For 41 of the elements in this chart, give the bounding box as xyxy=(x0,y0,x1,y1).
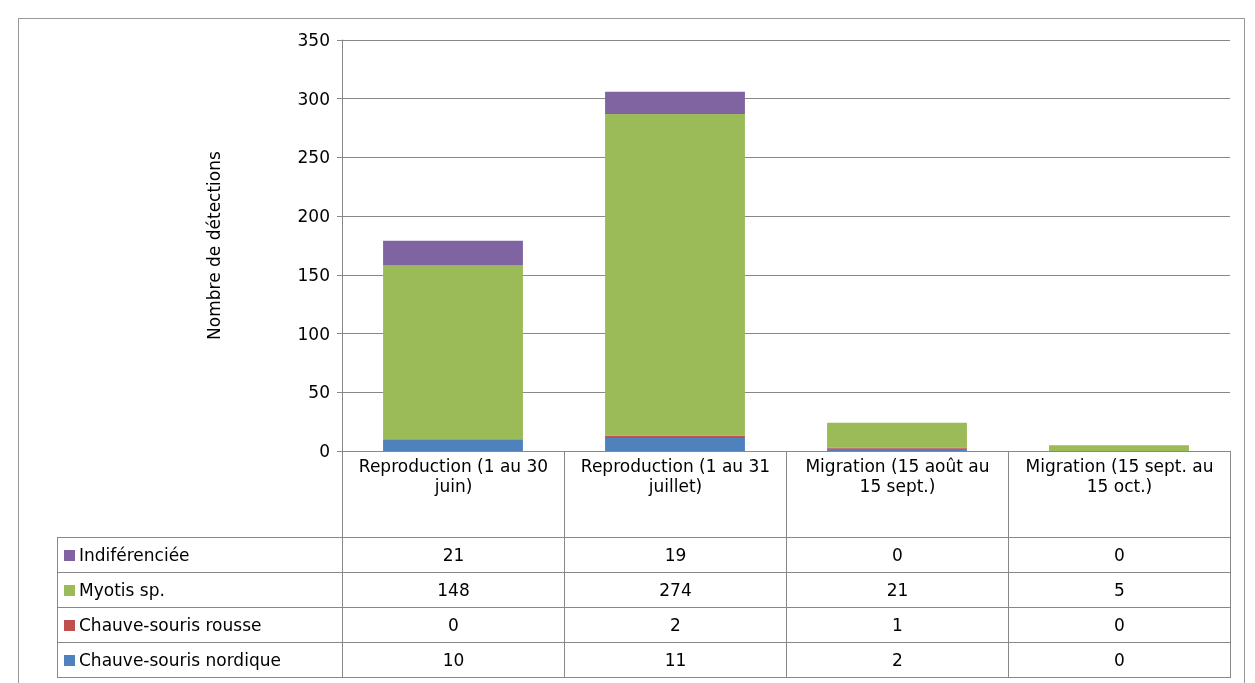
legend-label: Myotis sp. xyxy=(57,572,343,608)
data-label: 2 xyxy=(786,642,1009,678)
data-label: 0 xyxy=(1008,642,1231,678)
data-label: 1 xyxy=(786,607,1009,643)
x-tick-label: Reproduction (1 au 30 juin) xyxy=(342,451,565,538)
y-tick-label: 350 xyxy=(297,30,330,50)
bar xyxy=(383,265,523,440)
legend-label: Indiférenciée xyxy=(57,537,343,573)
data-label: 0 xyxy=(786,537,1009,573)
y-tick-label: 50 xyxy=(308,382,330,403)
y-tick-label: 300 xyxy=(297,88,330,109)
data-label: 5 xyxy=(1008,572,1231,608)
y-tick-label: 200 xyxy=(297,206,330,227)
data-label: 2 xyxy=(564,607,787,643)
data-label: 0 xyxy=(1008,607,1231,643)
data-label: 0 xyxy=(1008,537,1231,573)
x-tick-label: Reproduction (1 au 31 juillet) xyxy=(564,451,787,538)
y-tick-label: 250 xyxy=(297,147,330,168)
x-tick-label: Migration (15 août au 15 sept.) xyxy=(786,451,1009,538)
bar xyxy=(605,91,745,114)
y-tick-label: 0 xyxy=(319,441,330,461)
data-label: 274 xyxy=(564,572,787,608)
data-label: 21 xyxy=(786,572,1009,608)
data-label: 21 xyxy=(342,537,565,573)
bar xyxy=(1049,445,1189,451)
y-tick-label: 150 xyxy=(297,264,330,285)
data-label: 0 xyxy=(342,607,565,643)
bar xyxy=(383,240,523,266)
y-axis-title: Nombre de détections xyxy=(203,150,224,340)
data-label: 19 xyxy=(564,537,787,573)
data-label: 11 xyxy=(564,642,787,678)
bar xyxy=(605,438,745,451)
data-label: 10 xyxy=(342,642,565,678)
data-label: 148 xyxy=(342,572,565,608)
y-tick-label: 100 xyxy=(297,323,330,344)
bar xyxy=(383,439,523,451)
x-tick-label: Migration (15 sept. au 15 oct.) xyxy=(1008,451,1231,538)
bar xyxy=(605,113,745,436)
legend-label: Chauve-souris rousse xyxy=(57,607,343,643)
bar xyxy=(827,422,967,448)
legend-label: Chauve-souris nordique xyxy=(57,642,343,678)
